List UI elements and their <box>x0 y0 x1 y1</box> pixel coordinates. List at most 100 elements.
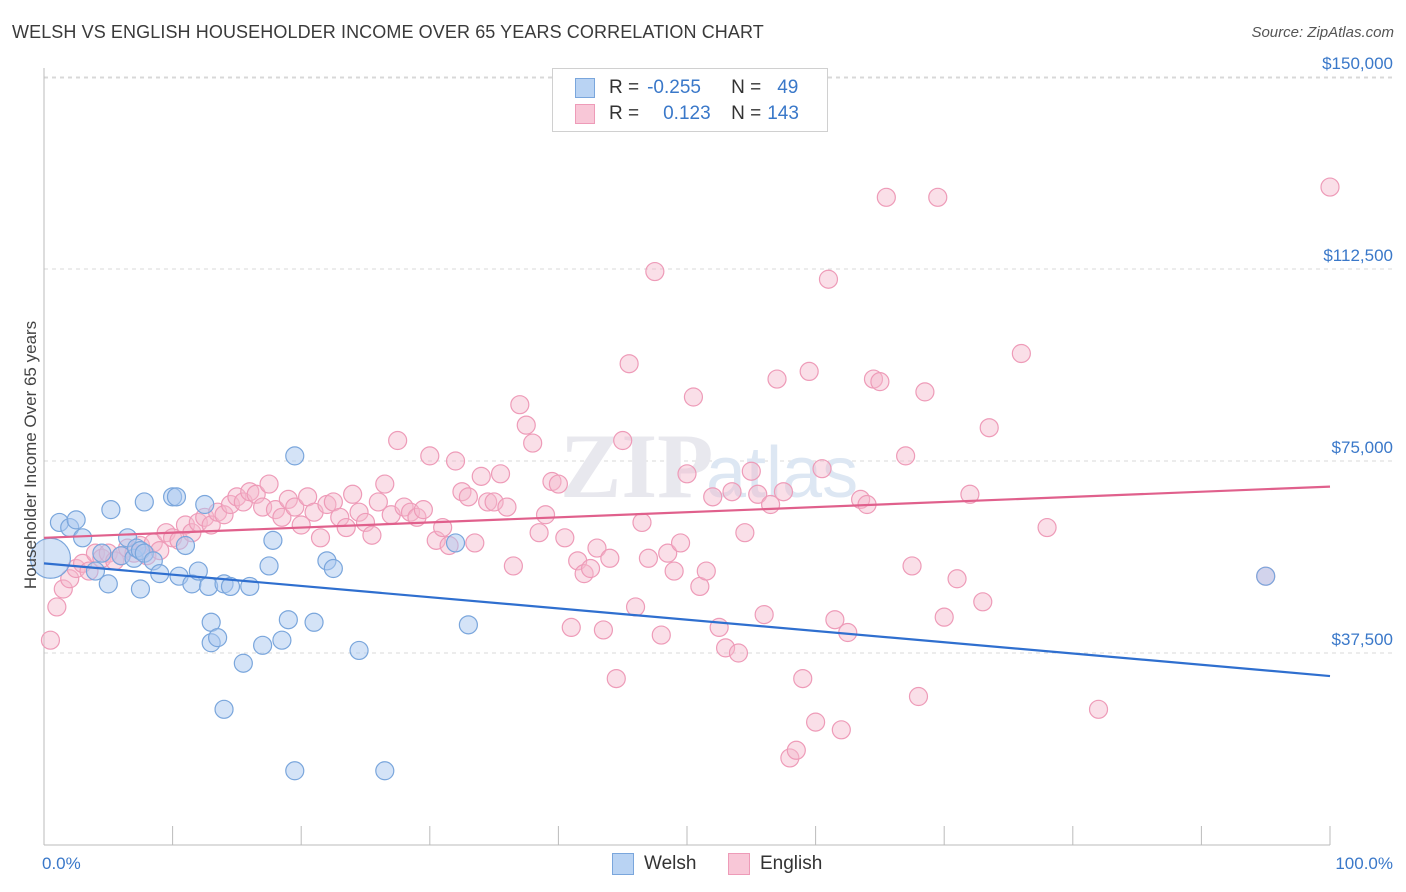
english-point-70 <box>490 464 511 484</box>
english-swatch <box>575 104 595 124</box>
english-point-95 <box>651 625 671 645</box>
english-point-87 <box>600 548 620 568</box>
english-point-77 <box>535 505 556 525</box>
welsh-r-value: -0.255 <box>647 77 701 98</box>
bottom-legend-welsh: Welsh <box>612 852 696 876</box>
english-point-111 <box>754 604 774 625</box>
y-tick-label-1: $75,000 <box>1332 438 1393 457</box>
english-point-133 <box>915 382 935 402</box>
welsh-point-36 <box>259 556 279 576</box>
y-tick-label-0: $37,500 <box>1332 630 1393 649</box>
english-point-96 <box>658 543 678 563</box>
welsh-point-48 <box>458 615 478 635</box>
english-point-108 <box>735 523 755 543</box>
welsh-point-40 <box>285 761 305 781</box>
english-point-121 <box>818 269 839 289</box>
english-point-75 <box>523 433 543 453</box>
x-tick-label-max: 100.0% <box>1335 854 1393 873</box>
welsh-point-32 <box>220 576 241 597</box>
english-point-123 <box>831 720 851 740</box>
english-point-92 <box>632 512 652 533</box>
english-point-73 <box>510 395 530 415</box>
english-point-34 <box>259 474 279 494</box>
english-point-37 <box>278 489 298 509</box>
welsh-n-label: N = <box>731 77 762 98</box>
english-point-98 <box>670 533 691 553</box>
english-point-48 <box>349 502 369 522</box>
english-point-136 <box>947 569 967 589</box>
english-point-91 <box>625 597 646 617</box>
english-point-84 <box>580 558 601 579</box>
english-point-46 <box>336 517 356 538</box>
english-point-50 <box>362 525 382 545</box>
welsh-point-3 <box>66 510 86 530</box>
english-point-0 <box>40 630 61 650</box>
welsh-point-45 <box>349 640 369 661</box>
english-point-55 <box>394 497 414 517</box>
english-point-83 <box>574 564 594 584</box>
english-point-63 <box>445 451 466 471</box>
english-point-120 <box>812 459 832 479</box>
welsh-point-31 <box>214 699 234 719</box>
english-point-125 <box>851 489 871 509</box>
english-point-74 <box>516 415 536 435</box>
english-point-38 <box>285 497 305 517</box>
english-point-47 <box>343 484 363 504</box>
english-point-71 <box>497 497 517 517</box>
english-point-94 <box>645 261 665 282</box>
welsh-point-44 <box>323 558 343 579</box>
english-point-67 <box>471 466 491 486</box>
english-point-102 <box>696 561 716 581</box>
welsh-point-41 <box>285 446 305 466</box>
english-point-85 <box>587 538 607 558</box>
english-point-93 <box>638 548 659 568</box>
welsh-point-4 <box>72 528 93 548</box>
english-point-131 <box>902 556 922 576</box>
english-point-117 <box>793 668 813 689</box>
english-point-113 <box>767 369 787 389</box>
english-point-105 <box>715 638 736 658</box>
english-legend-label: English <box>760 853 823 874</box>
correlation-legend: R = -0.255 N = 49 R = 0.123 N = 143 <box>552 68 828 132</box>
english-point-135 <box>934 607 954 627</box>
english-point-1 <box>47 597 67 617</box>
english-point-90 <box>619 354 639 374</box>
y-tick-label-3: $150,000 <box>1322 54 1393 73</box>
english-point-58 <box>413 500 433 520</box>
watermark: ZIP atlas <box>560 415 858 517</box>
welsh-point-47 <box>445 533 466 553</box>
english-point-51 <box>368 492 388 512</box>
welsh-n-value: 49 <box>777 77 799 98</box>
english-point-99 <box>677 464 697 484</box>
welsh-point-39 <box>278 610 298 630</box>
legend-row-english: R = 0.123 N = 143 <box>575 103 799 125</box>
chart-title: WELSH VS ENGLISH HOUSEHOLDER INCOME OVER… <box>12 22 764 42</box>
welsh-swatch <box>575 78 595 98</box>
x-tick-label-min: 0.0% <box>42 854 81 873</box>
gridlines <box>44 76 1394 654</box>
english-trend-line <box>43 485 1331 539</box>
welsh-point-35 <box>253 635 273 655</box>
english-point-103 <box>703 487 723 507</box>
welsh-point-42 <box>304 612 324 632</box>
welsh-point-7 <box>98 574 118 594</box>
english-legend-swatch <box>728 853 750 875</box>
welsh-point-8 <box>101 500 121 520</box>
english-point-66 <box>465 533 485 553</box>
english-point-129 <box>876 187 896 207</box>
english-n-label: N = <box>731 103 762 124</box>
welsh-point-37 <box>263 530 283 550</box>
welsh-r-label: R = <box>609 77 640 98</box>
english-point-35 <box>265 500 286 520</box>
english-point-89 <box>613 430 633 451</box>
english-point-2 <box>53 579 73 599</box>
english-point-39 <box>291 515 311 535</box>
english-point-72 <box>503 556 523 576</box>
english-point-76 <box>529 523 549 543</box>
english-point-141 <box>1037 517 1057 538</box>
english-point-100 <box>683 387 704 407</box>
english-point-109 <box>741 461 761 481</box>
english-point-128 <box>870 372 890 392</box>
english-point-42 <box>310 528 331 548</box>
